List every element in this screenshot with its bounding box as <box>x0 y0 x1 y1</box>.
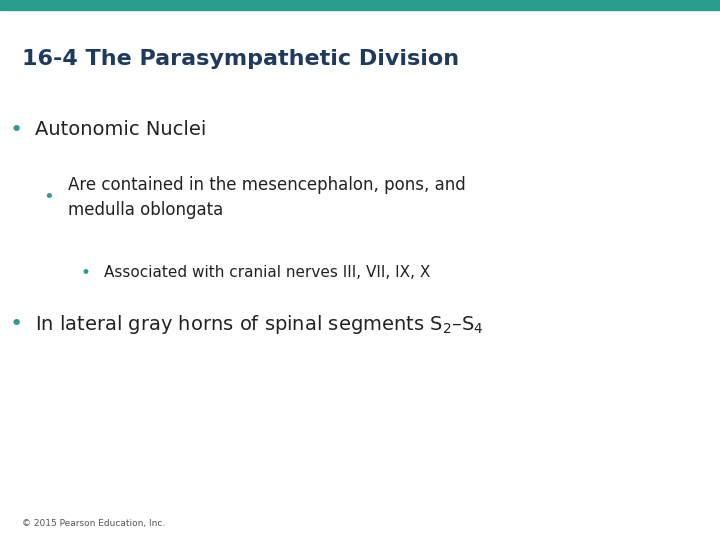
Text: Autonomic Nuclei: Autonomic Nuclei <box>35 120 206 139</box>
Text: In lateral gray horns of spinal segments $\mathregular{S_2}$–$\mathregular{S_4}$: In lateral gray horns of spinal segments… <box>35 313 483 335</box>
Text: •: • <box>9 314 22 334</box>
Bar <box>0 0 720 10</box>
Text: •: • <box>9 119 22 140</box>
Text: •: • <box>80 264 90 282</box>
Text: © 2015 Pearson Education, Inc.: © 2015 Pearson Education, Inc. <box>22 519 165 528</box>
Text: Associated with cranial nerves III, VII, IX, X: Associated with cranial nerves III, VII,… <box>104 265 431 280</box>
Text: •: • <box>44 188 54 206</box>
Text: Are contained in the mesencephalon, pons, and
medulla oblongata: Are contained in the mesencephalon, pons… <box>68 176 466 219</box>
Text: 16-4 The Parasympathetic Division: 16-4 The Parasympathetic Division <box>22 49 459 69</box>
